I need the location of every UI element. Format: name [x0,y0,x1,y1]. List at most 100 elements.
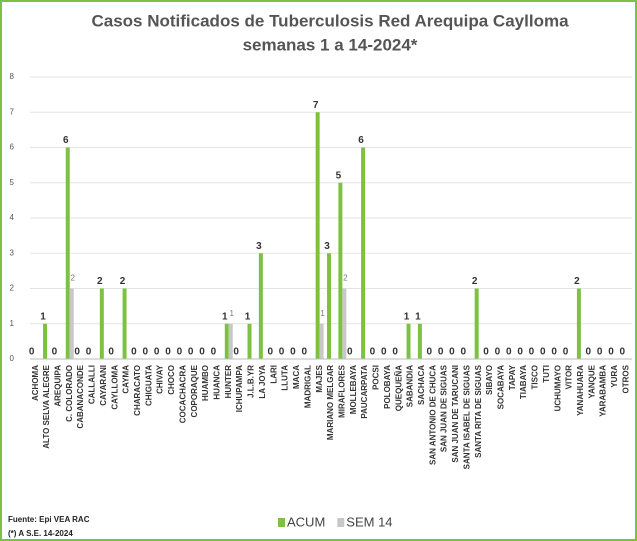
value-label: 0 [302,347,308,358]
value-label: 0 [267,347,273,358]
x-tick-label: ICHUPAMPA [235,365,244,412]
x-tick-label: MACA [292,365,301,389]
bar [65,147,70,359]
value-label: 0 [131,347,137,358]
value-label: 0 [370,347,376,358]
legend-swatch [278,518,285,527]
value-label: 6 [358,135,364,146]
x-tick-label: PAUCARPATA [360,365,369,419]
chart-subtitle: semanas 1 a 14-2024* [243,35,418,54]
x-tick-label: SAN JUAN DE TARUCANI [451,365,460,463]
x-tick-label: LARI [269,365,278,384]
value-label: 0 [483,347,489,358]
value-label: 0 [177,347,183,358]
bar [247,323,252,359]
value-label: 0 [86,347,92,358]
value-label: 0 [529,347,535,358]
x-tick-label: COPORAQUE [190,364,199,417]
bar [315,112,320,359]
x-tick-label: QUEQUEÑA [394,365,403,411]
value-label: 0 [540,347,546,358]
value-label: 1 [415,311,421,322]
value-label: 0 [188,347,194,358]
y-tick-label: 6 [10,143,15,152]
x-tick-label: CALLALLI [88,365,97,404]
value-label: 0 [154,347,160,358]
value-label: 0 [506,347,512,358]
y-tick-label: 4 [10,213,15,222]
value-label: 0 [211,347,217,358]
value-label: 0 [449,347,455,358]
value-label: 7 [313,100,319,111]
value-label: 0 [199,347,205,358]
value-label: 0 [551,347,557,358]
value-label: 0 [52,347,58,358]
value-label: 3 [256,241,262,252]
x-tick-label: MIRAFLORES [337,364,346,418]
x-tick-label: YARABAMBA [599,365,608,417]
x-tick-label: SAN JUAN DE SIGUAS [440,364,449,452]
x-tick-label: SACHACA [417,365,426,405]
legend-label: SEM 14 [346,514,392,529]
x-tick-label: COCACHACRA [178,365,187,423]
y-tick-label: 2 [10,284,15,293]
value-label: 1 [230,309,235,318]
bar [99,288,104,359]
value-label: 0 [597,347,603,358]
value-label: 0 [426,347,432,358]
x-tick-label: CHARACATO [133,365,142,416]
x-tick-label: TIABAYA [519,365,528,399]
x-tick-label: UCHUMAYO [553,365,562,411]
x-tick-label: MARIANO MELGAR [326,365,335,440]
y-tick-label: 5 [10,178,15,187]
value-label: 2 [574,276,580,287]
x-tick-label: CAYLLOMA [110,365,119,410]
value-label: 0 [74,347,80,358]
bar [69,288,74,359]
value-label: 0 [29,347,35,358]
y-tick-label: 0 [10,354,15,363]
x-tick-label: POLOBAYA [383,365,392,409]
bar [474,288,479,359]
x-tick-label: SOCABAYA [496,365,505,410]
value-label: 0 [108,347,114,358]
x-tick-label: HUAMBO [201,365,210,401]
chart-title: Casos Notificados de Tuberculosis Red Ar… [91,11,569,30]
x-tick-label: CAYMA [122,365,131,394]
x-tick-label: SAN ANTONIO DE CHUCA [428,365,437,465]
value-label: 0 [233,347,239,358]
x-tick-label: SIBAYO [485,365,494,395]
legend-label: ACUM [287,514,325,529]
value-label: 0 [620,347,626,358]
x-tick-label: MOLLEBAYA [349,365,358,414]
bar [319,323,324,359]
value-label: 0 [495,347,501,358]
value-label: 3 [324,241,330,252]
value-label: 0 [347,347,353,358]
x-tick-label: TAPAY [508,364,517,390]
x-tick-label: J.L.B.YR [247,365,256,398]
value-label: 1 [245,311,251,322]
x-tick-label: MADRIGAL [303,365,312,408]
x-tick-label: SANTA RITA DE SIGUAS [474,364,483,458]
bar [417,323,422,359]
x-tick-label: SABANDIA [406,365,415,407]
x-tick-label: POCSI [372,365,381,390]
value-label: 0 [608,347,614,358]
x-tick-label: TISCO [531,365,540,389]
value-label: 2 [71,274,76,283]
value-label: 0 [142,347,148,358]
bar [228,323,233,359]
x-tick-label: YANQUE [587,364,596,398]
x-tick-label: CABANACONDE [76,364,85,428]
bar [122,288,127,359]
y-tick-label: 7 [10,107,15,116]
source-note: Fuente: Epi VEA RAC [8,515,90,524]
bar [224,323,229,359]
x-tick-label: ALTO SELVA ALEGRE [42,364,51,448]
x-tick-label: TUTI [542,365,551,383]
x-tick-label: C. COLORADO [65,365,74,422]
value-label: 2 [120,276,126,287]
value-label: 5 [336,170,342,181]
x-tick-label: MAJES [315,364,324,392]
